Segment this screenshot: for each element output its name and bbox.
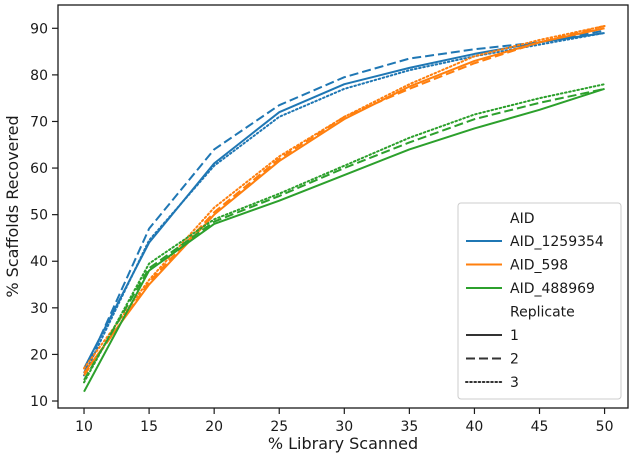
legend: AID Replicate AID_1259354 AID_598 AID_4889… [457,202,622,400]
series-line-aid-488969-rep-2 [83,87,605,381]
y-axis: 10 20 30 40 50 60 70 80 90 [30,21,58,410]
legend-style-title: Replicate [510,305,575,321]
legend-style-label: 3 [510,375,519,391]
legend-style-label: 1 [510,328,519,344]
x-tick-label: 45 [531,419,549,435]
legend-hue-title: AID [510,211,535,227]
x-tick-label: 15 [140,419,158,435]
y-tick-label: 40 [30,254,48,270]
series-line-aid-488969-rep-1 [83,87,605,393]
series-line-aid-488969-rep-3 [83,83,606,384]
x-axis-label: % Library Scanned [268,434,418,453]
legend-label: AID_598 [510,258,568,274]
x-tick-label: 40 [466,419,484,435]
legend-box [457,202,622,400]
series-line-aid-598-rep-1 [83,27,605,374]
y-tick-label: 90 [30,21,48,37]
x-axis: 10 15 20 25 30 35 40 45 50 [75,408,613,435]
y-tick-label: 30 [30,301,48,317]
y-tick-label: 60 [30,161,48,177]
x-tick-label: 35 [400,419,418,435]
x-tick-label: 10 [75,419,93,435]
y-axis-label: % Scaffolds Recovered [3,115,22,297]
legend-label: AID_488969 [510,281,595,297]
y-tick-label: 20 [30,347,48,363]
x-tick-label: 30 [335,419,353,435]
x-tick-label: 50 [596,419,614,435]
legend-entries: AID_1259354 AID_598 AID_488969 1 2 3 [465,234,604,391]
x-tick-label: 25 [270,419,288,435]
y-tick-label: 70 [30,114,48,130]
x-tick-label: 20 [205,419,223,435]
y-tick-label: 10 [30,394,48,410]
legend-label: AID_1259354 [510,234,604,250]
plot-frame [57,4,629,409]
series-layer [83,24,606,393]
legend-style-label: 2 [510,352,519,368]
y-tick-label: 80 [30,68,48,84]
y-tick-label: 50 [30,208,48,224]
